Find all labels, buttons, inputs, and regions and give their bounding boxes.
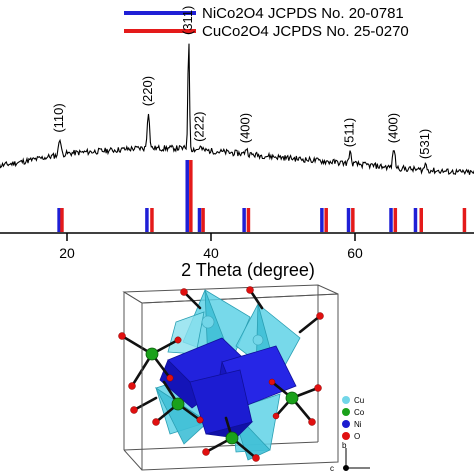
legend-label-co: Co [354,408,365,417]
legend-swatch-cu [342,396,350,404]
x-tick-label: 20 [59,245,75,261]
peak-label: (531) [417,129,432,159]
x-tick-label: 60 [347,245,363,261]
reference-lines [57,160,467,232]
peak-label: (311) [180,6,195,35]
legend-label-cuco2o4: CuCo2O4 JCPDS No. 25-0270 [202,23,409,40]
axis-label-b: b [342,441,347,450]
atom-legend: Cu Co Ni O [342,396,365,441]
x-axis-label: 2 Theta (degree) [181,260,315,280]
atoms-cu [201,315,264,346]
peak-label: (511) [341,118,356,147]
legend-swatch-o [342,432,350,440]
xrd-pattern-chart: NiCo2O4 JCPDS No. 20-0781 CuCo2O4 JCPDS … [0,5,474,280]
peak-label: (400) [238,113,253,143]
peak-label: (222) [192,112,207,142]
peak-label: (110) [51,103,66,132]
legend-swatch-co [342,408,350,416]
unit-cell-front [123,291,143,470]
legend-label-cu: Cu [354,396,364,405]
peak-label: (220) [140,76,155,106]
atoms-co [145,347,299,445]
legend-swatch-ni [342,420,350,428]
legend-label-nico2o4: NiCo2O4 JCPDS No. 20-0781 [202,5,404,22]
axis-label-c: c [330,464,334,473]
legend-label-o: O [354,432,360,441]
x-axis-ticks: 20 40 60 [59,233,363,261]
legend-label-ni: Ni [354,420,362,429]
peak-label: (400) [385,113,400,143]
atoms-o [118,286,324,462]
chart-legend: NiCo2O4 JCPDS No. 20-0781 CuCo2O4 JCPDS … [124,5,409,40]
xrd-trace-line [0,43,474,176]
ni-octahedra [159,337,297,439]
peak-labels: (110) (220) (311) (222) (400) (511) (400) (531) [51,6,432,159]
orientation-axes: b c [330,441,370,473]
x-tick-label: 40 [203,245,219,261]
crystal-structure-figure: Cu Co Ni O b c [118,284,370,473]
